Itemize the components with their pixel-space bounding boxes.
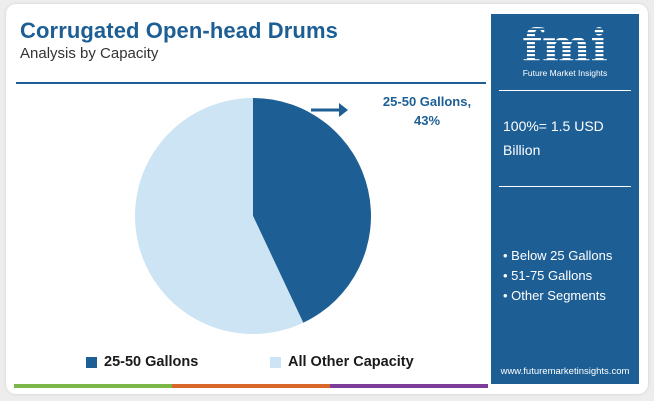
legend-label: All Other Capacity [288,354,414,370]
chart-card: Corrugated Open-head Drums Analysis by C… [6,4,648,394]
chart-subtitle: Analysis by Capacity [20,45,159,62]
footer-bar-purple [330,384,488,388]
svg-text:fmi: fmi [522,22,608,66]
panel-divider [499,186,631,187]
title-divider [16,82,486,84]
brand-logo: fmi Future Market Insights [491,14,639,90]
callout-value: 43% [413,113,441,128]
pie-slice-25-50-gallons [253,98,371,323]
brand-name: Future Market Insights [522,68,608,78]
arrow-right-icon [311,103,348,117]
pie-chart [134,97,371,334]
fmi-logo-icon: fmi [522,22,608,66]
slice-callout: 25-50 Gallons, 43% [372,92,482,130]
side-panel: fmi Future Market Insights 100%= 1.5 USD… [491,14,639,384]
legend-item-25-50-gallons: 25-50 Gallons [86,354,198,370]
footer-bar-green [14,384,172,388]
legend-item-all-other-capacity: All Other Capacity [270,354,414,370]
segment-item: • Other Segments [503,288,606,303]
legend-swatch [270,356,281,368]
other-segments-list: • Below 25 Gallons • 51-75 Gallons • Oth… [503,246,635,306]
footer-bar-orange [172,384,330,388]
market-total: 100%= 1.5 USD Billion [503,114,633,162]
website-link: www.futuremarketinsights.com [500,366,630,377]
total-line-1: 100%= 1.5 USD [503,118,604,134]
legend-label: 25-50 Gallons [104,354,199,370]
callout-label: 25-50 Gallons, [382,94,472,109]
legend-swatch [86,356,97,368]
total-line-2: Billion [503,142,541,158]
logo-divider [499,90,631,91]
pie-slices [134,97,371,334]
chart-title: Corrugated Open-head Drums [20,18,338,43]
segment-item: • Below 25 Gallons [503,248,613,263]
pie-slice-all-other-capacity [134,97,304,334]
segment-item: • 51-75 Gallons [503,268,593,283]
